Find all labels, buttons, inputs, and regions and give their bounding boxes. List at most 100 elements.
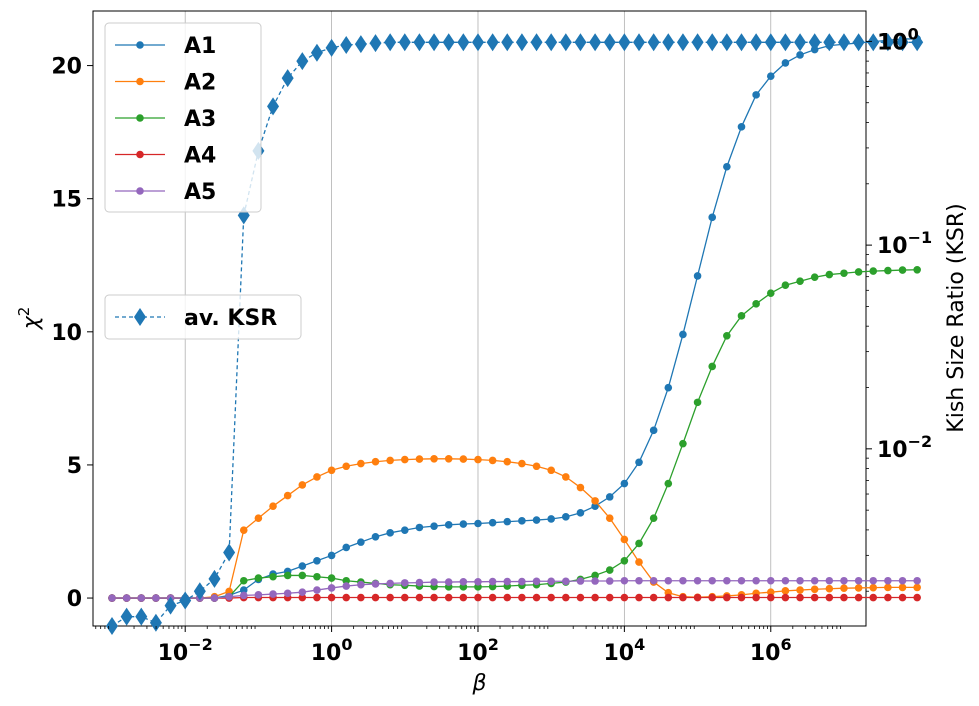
data-point <box>562 513 570 521</box>
data-point <box>735 33 748 52</box>
y2-tick-label: 100 <box>877 24 919 55</box>
data-point <box>398 33 411 52</box>
data-point <box>664 576 673 585</box>
data-point <box>781 281 790 290</box>
data-point <box>518 593 526 602</box>
data-point <box>618 33 631 52</box>
data-point <box>781 576 790 585</box>
data-point <box>313 586 321 594</box>
data-point <box>676 33 689 52</box>
data-point <box>708 593 717 602</box>
data-point <box>413 33 426 52</box>
data-point <box>210 594 219 602</box>
data-point <box>750 33 763 52</box>
data-point <box>444 455 453 463</box>
data-point <box>796 576 804 585</box>
data-point <box>547 593 555 602</box>
data-point <box>591 571 599 580</box>
series-a2 <box>108 455 921 602</box>
data-point <box>706 33 719 52</box>
data-point <box>591 577 599 585</box>
data-point <box>152 594 160 602</box>
data-point <box>633 33 646 52</box>
legend-marker <box>136 150 144 159</box>
data-point <box>386 593 394 602</box>
legend-marker <box>136 187 144 195</box>
data-point <box>869 576 878 585</box>
y2-axis-label: Kish Size Ratio (KSR) <box>944 203 969 432</box>
data-point <box>781 593 790 602</box>
legend-label: A2 <box>184 71 216 96</box>
data-point <box>532 462 541 471</box>
data-point <box>298 481 307 489</box>
data-point <box>313 593 321 602</box>
legend-marker <box>136 77 144 86</box>
legend-item: A5 <box>115 180 216 205</box>
data-point <box>869 267 878 275</box>
data-point <box>781 59 790 67</box>
data-point <box>239 586 248 594</box>
data-point <box>766 593 775 602</box>
y-tick-label: 20 <box>51 55 82 80</box>
data-point <box>108 594 116 602</box>
data-point <box>474 578 482 586</box>
data-point <box>723 332 731 340</box>
data-point <box>357 593 365 602</box>
data-point <box>591 502 599 510</box>
data-point <box>794 33 807 52</box>
data-point <box>591 593 599 602</box>
data-point <box>649 514 658 522</box>
legend-box <box>104 22 262 213</box>
data-point <box>296 52 309 71</box>
data-point <box>679 576 687 585</box>
data-point <box>313 473 321 481</box>
data-point <box>503 457 512 466</box>
data-point <box>357 580 365 589</box>
data-point <box>342 593 351 602</box>
data-point <box>444 521 453 529</box>
data-point <box>810 273 819 282</box>
data-point <box>547 577 555 586</box>
data-point <box>620 593 629 602</box>
data-point <box>825 584 834 593</box>
data-point <box>693 576 702 585</box>
data-point <box>442 33 455 52</box>
data-point <box>796 51 804 59</box>
data-point <box>547 466 555 475</box>
data-point <box>518 459 526 468</box>
data-point <box>415 523 424 532</box>
data-point <box>474 519 482 528</box>
data-point <box>515 33 528 52</box>
legend-ksr: av. KSR <box>104 294 302 340</box>
data-point <box>384 33 397 52</box>
data-point <box>135 607 148 626</box>
series-layer <box>106 33 924 635</box>
data-point <box>386 529 394 537</box>
plot-frame <box>92 10 867 627</box>
data-point <box>752 593 760 602</box>
data-point <box>635 458 643 467</box>
data-point <box>808 33 821 52</box>
data-point <box>576 509 585 517</box>
data-point <box>649 426 658 435</box>
data-point <box>342 582 351 590</box>
data-point <box>459 578 468 586</box>
data-point <box>327 551 336 560</box>
data-point <box>898 576 907 585</box>
data-point <box>662 33 675 52</box>
data-point <box>737 123 746 131</box>
legend-item: A1 <box>115 34 216 59</box>
data-point <box>708 213 717 222</box>
data-point <box>679 439 687 448</box>
data-point <box>459 593 468 602</box>
data-point <box>532 593 541 602</box>
x-tick-label: 106 <box>750 635 792 666</box>
data-point <box>840 593 848 602</box>
data-point <box>913 576 921 585</box>
data-point <box>764 33 777 52</box>
data-point <box>137 594 146 602</box>
data-point <box>283 589 292 598</box>
data-point <box>664 479 673 488</box>
data-point <box>913 593 921 602</box>
data-point <box>911 33 924 52</box>
